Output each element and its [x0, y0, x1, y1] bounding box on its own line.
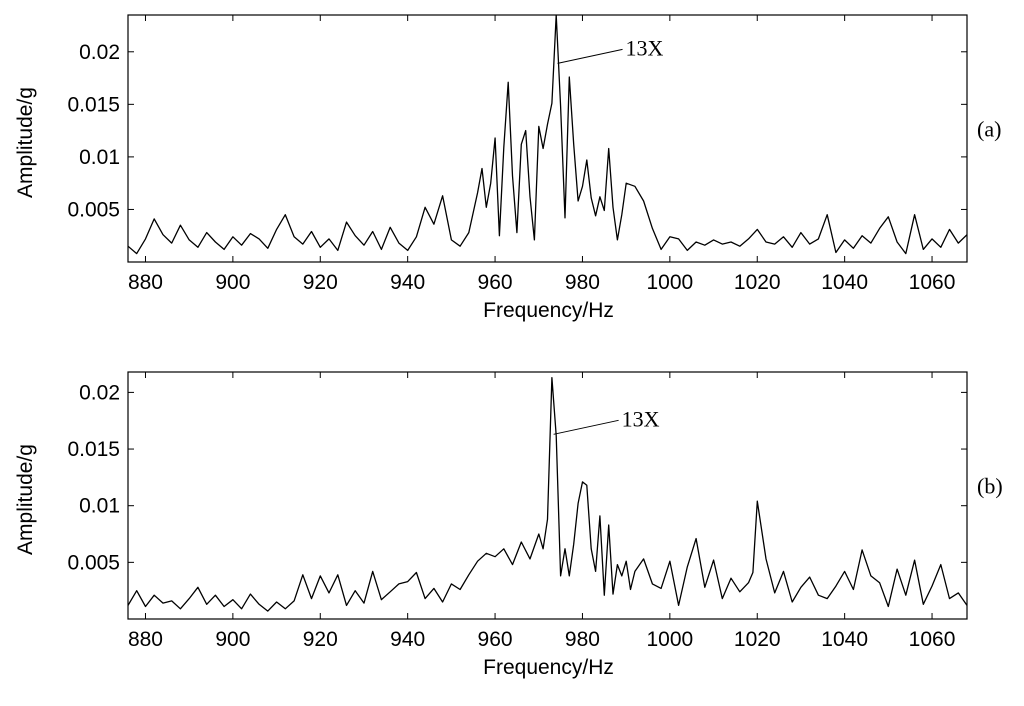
x-tick-label: 880: [128, 628, 163, 651]
x-tick-label: 880: [128, 271, 163, 294]
x-tick-label: 1060: [909, 271, 956, 294]
x-tick-label: 980: [565, 628, 600, 651]
x-tick-label: 1060: [909, 628, 956, 651]
x-tick-label: 1040: [821, 628, 868, 651]
y-tick-label: 0.015: [67, 93, 120, 116]
y-tick-label: 0.02: [79, 41, 120, 64]
x-tick-label: 1000: [646, 271, 693, 294]
x-tick-label: 1020: [734, 628, 781, 651]
x-tick-label: 900: [215, 271, 250, 294]
panel-label: (a): [977, 117, 1001, 142]
annotation-leader-line: [557, 48, 623, 64]
x-tick-label: 1040: [821, 271, 868, 294]
y-tick-label: 0.01: [79, 146, 120, 169]
x-tick-label: 920: [303, 271, 338, 294]
series-line: [128, 15, 967, 255]
annotation-leader-line: [553, 419, 619, 435]
x-tick-label: 980: [565, 271, 600, 294]
plot-frame: [127, 14, 968, 263]
x-axis-label: Frequency/Hz: [483, 656, 614, 679]
y-tick-label: 0.005: [67, 198, 120, 221]
y-tick-label: 0.015: [67, 438, 120, 461]
annotation-label: 13X: [622, 406, 660, 431]
panel-b: 880 900 920 940 960 980 1000 1020 1040 1060 0.005 0…: [14, 371, 1003, 679]
y-tick-label: 0.01: [79, 495, 120, 518]
y-axis-label: Amplitude/g: [14, 87, 37, 198]
x-tick-label: 940: [390, 271, 425, 294]
x-tick-label: 1000: [646, 628, 693, 651]
plot-frame: [127, 371, 968, 620]
x-tick-label: 960: [478, 628, 513, 651]
x-tick-label: 900: [215, 628, 250, 651]
x-tick-label: 1020: [734, 271, 781, 294]
annotation-label: 13X: [626, 35, 664, 60]
x-tick-label: 960: [478, 271, 513, 294]
y-axis-label: Amplitude/g: [14, 444, 37, 555]
y-tick-label: 0.02: [79, 381, 120, 404]
panel-label: (b): [977, 474, 1003, 499]
x-tick-label: 920: [303, 628, 338, 651]
panel-a: 880 900 920 940 960 980 1000 1020 1040 1060 0.005 0…: [14, 14, 1001, 322]
x-tick-label: 940: [390, 628, 425, 651]
series-line: [128, 377, 967, 612]
x-axis-label: Frequency/Hz: [483, 299, 614, 322]
y-tick-label: 0.005: [67, 551, 120, 574]
